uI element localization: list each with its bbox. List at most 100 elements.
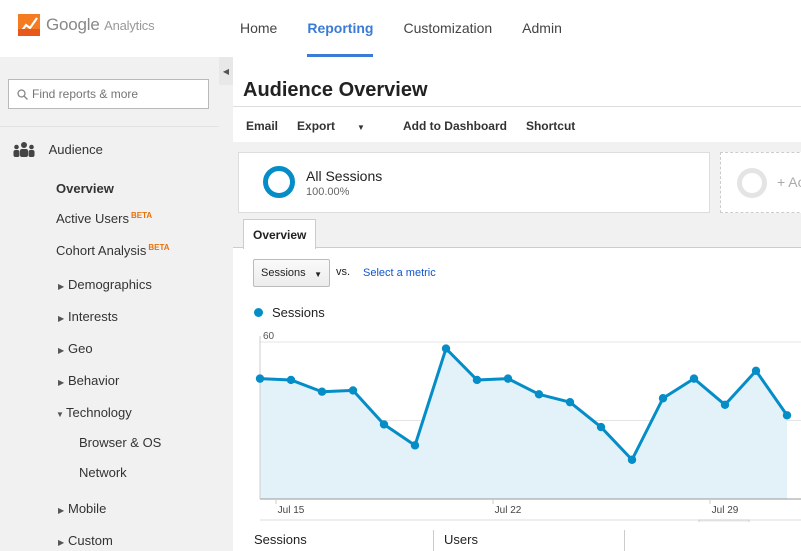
series-area [260, 348, 787, 499]
add-segment-label: + Ac [777, 174, 801, 190]
x-tick-label: Jul 22 [495, 505, 522, 516]
export-button[interactable]: Export ▼ [297, 119, 384, 133]
sidebar-item-overview[interactable]: Overview [56, 181, 114, 196]
sidebar-item-demographics[interactable]: ▶ Demographics [58, 277, 152, 292]
empty-segment-ring-icon [737, 168, 767, 198]
sidebar-item-active-users[interactable]: Active Users BETA [56, 211, 152, 226]
expand-arrow-icon: ▶ [58, 314, 65, 323]
sidebar-section-label: Audience [48, 142, 103, 157]
data-point[interactable] [751, 366, 761, 375]
logo-text-google: Google [46, 15, 100, 34]
nav-customization[interactable]: Customization [403, 20, 493, 36]
summary-divider [624, 530, 625, 551]
data-point[interactable] [689, 374, 699, 383]
email-button[interactable]: Email [246, 119, 279, 133]
sidebar-item-interests[interactable]: ▶ Interests [58, 309, 118, 324]
logo-text-analytics: Analytics [104, 18, 155, 33]
expand-arrow-icon: ▶ [58, 378, 65, 387]
data-point[interactable] [503, 374, 513, 383]
sidebar-item-behavior[interactable]: ▶ Behavior [58, 373, 119, 388]
report-tabs: Overview [233, 215, 801, 249]
metric-select[interactable]: Sessions ▼ [253, 259, 330, 287]
expand-arrow-icon: ▶ [58, 282, 65, 291]
summary-users-label: Users [444, 532, 478, 547]
top-bar: Google Analytics Home Reporting Customiz… [0, 0, 801, 57]
google-analytics-logo[interactable]: Google Analytics [18, 14, 155, 36]
sidebar-item-custom[interactable]: ▶ Custom [58, 533, 113, 548]
chart-legend: Sessions [254, 305, 325, 320]
data-point[interactable] [596, 422, 606, 432]
data-point[interactable] [658, 394, 668, 403]
data-point[interactable] [720, 400, 730, 409]
sidebar-item-label: Mobile [68, 501, 107, 516]
data-point[interactable] [565, 397, 575, 407]
chevron-down-icon: ▼ [357, 123, 365, 132]
segment-ring-icon [263, 166, 295, 198]
segment-percent: 100.00% [306, 186, 350, 198]
sidebar-item-label: Behavior [68, 373, 120, 388]
nav-admin[interactable]: Admin [522, 20, 562, 36]
summary-divider [433, 530, 434, 551]
title-divider [233, 106, 801, 107]
summary-sessions-label: Sessions [254, 532, 307, 547]
expand-arrow-icon: ▶ [58, 506, 65, 515]
x-tick-label: Jul 15 [278, 505, 305, 516]
data-point[interactable] [534, 390, 544, 399]
search-input[interactable] [32, 87, 202, 101]
beta-badge: BETA [130, 211, 153, 220]
sidebar-item-label: Demographics [68, 277, 152, 292]
sidebar-item-label: Technology [66, 405, 132, 420]
vs-label: vs. [336, 266, 351, 278]
select-a-metric-link[interactable]: Select a metric [363, 267, 436, 279]
nav-home[interactable]: Home [240, 20, 278, 36]
sidebar-item-geo[interactable]: ▶ Geo [58, 341, 93, 356]
data-point[interactable] [410, 441, 420, 450]
data-point[interactable] [472, 375, 482, 385]
sidebar-item-cohort-analysis[interactable]: Cohort Analysis BETA [56, 243, 170, 258]
segment-card-all-sessions[interactable]: All Sessions 100.00% [238, 152, 710, 213]
shortcut-button[interactable]: Shortcut [525, 119, 576, 133]
sidebar-item-network[interactable]: Network [79, 465, 127, 480]
add-segment-button[interactable]: + Ac [720, 152, 801, 213]
tab-overview[interactable]: Overview [243, 219, 317, 249]
sidebar-item-label: Custom [68, 533, 113, 548]
analytics-logo-icon [18, 14, 40, 36]
chevron-down-icon: ▼ [314, 270, 322, 279]
metric-select-value: Sessions [261, 267, 306, 279]
chart-expand-handle[interactable] [698, 519, 750, 522]
main-nav: Home Reporting Customization Admin [240, 0, 592, 57]
sidebar-item-label: Geo [68, 341, 93, 356]
data-point[interactable] [627, 455, 637, 464]
data-point[interactable] [782, 411, 792, 420]
segment-bar: All Sessions 100.00% + Ac [233, 142, 801, 215]
sidebar-item-browser-os[interactable]: Browser & OS [79, 435, 162, 450]
summary-metrics: Sessions Users [233, 527, 801, 551]
sidebar-item-technology[interactable]: ▼ Technology [56, 405, 132, 420]
data-point[interactable] [441, 344, 451, 353]
data-point[interactable] [317, 387, 327, 396]
add-to-dashboard-button[interactable]: Add to Dashboard [402, 119, 507, 133]
logo-text: Google Analytics [46, 15, 155, 35]
data-point[interactable] [348, 386, 358, 395]
data-point[interactable] [286, 375, 296, 385]
search-box[interactable] [8, 79, 209, 109]
sidebar-item-mobile[interactable]: ▶ Mobile [58, 501, 106, 516]
collapse-sidebar-button[interactable]: ◀ [219, 57, 233, 85]
data-point[interactable] [379, 420, 389, 429]
sidebar-section-audience[interactable]: Audience [12, 141, 103, 157]
expand-arrow-icon: ▶ [58, 346, 65, 355]
nav-reporting[interactable]: Reporting [307, 0, 374, 57]
main-content: Audience Overview Email Export ▼ Add to D… [233, 57, 801, 551]
segment-name: All Sessions [306, 168, 383, 184]
page-title: Audience Overview [243, 79, 428, 101]
report-toolbar: Email Export ▼ Add to Dashboard Shortcut [246, 119, 594, 133]
sidebar-item-label: Cohort Analysis [56, 243, 147, 258]
sidebar-item-label: Active Users [56, 211, 129, 226]
beta-badge: BETA [148, 243, 170, 252]
search-icon [17, 88, 28, 100]
data-point[interactable] [255, 374, 265, 383]
series-line [259, 347, 789, 462]
series-dot [254, 308, 263, 317]
